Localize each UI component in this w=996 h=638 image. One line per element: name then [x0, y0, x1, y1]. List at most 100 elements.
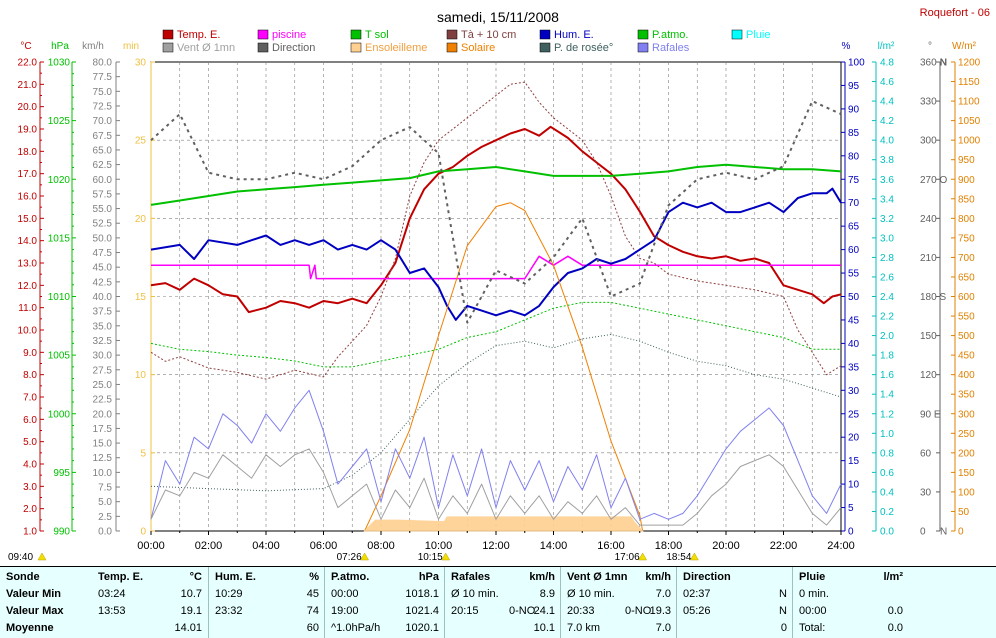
wind-tick-label: 32.5 — [93, 336, 113, 347]
x-tick-label: 16:00 — [597, 540, 625, 552]
stats-time: 02:37 — [683, 588, 711, 600]
rain-tick-label: 3.6 — [880, 175, 894, 186]
rain-tick-label: 3.8 — [880, 155, 894, 166]
temp-tick-label: 4.0 — [23, 460, 37, 471]
series-line-4 — [150, 187, 842, 321]
legend-label: Ensoleilleme — [365, 42, 427, 54]
x-tick-label: 04:00 — [252, 540, 280, 552]
stats-time: 20:33 — [567, 605, 595, 617]
stats-time: 05:26 — [683, 605, 711, 617]
legend-swatch — [162, 29, 174, 40]
solar-tick-label: 200 — [958, 448, 975, 459]
wind-tick-label: 47.5 — [93, 248, 113, 259]
temp-tick-label: 12.0 — [18, 281, 38, 292]
temp-tick-label: 3.0 — [23, 482, 37, 493]
column-header: Direction — [683, 570, 787, 585]
stats-row: 60 — [215, 621, 319, 636]
stats-column: P.atmo. hPa 00:00 1018.1 19:00 1021.4 ^1.0hPa/… — [324, 567, 445, 638]
wind-tick-label: 45.0 — [93, 263, 113, 274]
solar-tick-label: 300 — [958, 409, 975, 420]
wind-tick-label: 72.5 — [93, 101, 113, 112]
hum-tick-label: 85 — [848, 128, 860, 139]
wind-tick-label: 15.0 — [93, 439, 113, 450]
dir-tick-label: 150 — [920, 331, 937, 342]
solar-tick-label: 550 — [958, 312, 975, 323]
stats-column: Temp. E. °C 03:24 10.7 13:53 19.1 14.01 — [92, 567, 208, 638]
x-tick-label: 00:00 — [137, 540, 165, 552]
stats-row: ^1.0hPa/h 1020.1 — [331, 621, 439, 636]
rain-tick-label: 2.6 — [880, 272, 894, 283]
stats-row: Total: 0.0 — [799, 621, 903, 636]
stats-value: 1018.1 — [405, 588, 439, 600]
rain-tick-label: 1.6 — [880, 370, 894, 381]
solar-tick-label: 400 — [958, 370, 975, 381]
solar-tick-label: 150 — [958, 468, 975, 479]
rain-tick-label: 1.8 — [880, 351, 894, 362]
minutes-tick-label: 10 — [135, 370, 147, 381]
row-label: Valeur Min — [6, 587, 86, 602]
row-label-text: Moyenne — [6, 622, 54, 634]
rain-tick-label: 3.0 — [880, 233, 894, 244]
rain-tick-label: 4.2 — [880, 116, 894, 127]
column-unit: km/h — [645, 571, 671, 583]
stats-value: 19.1 — [180, 605, 202, 617]
temp-tick-label: 9.0 — [23, 348, 37, 359]
legend-label: P. de rosée° — [554, 42, 613, 54]
wind-tick-label: 22.5 — [93, 395, 113, 406]
legend-swatch — [257, 42, 269, 53]
row-labels-column: Sonde Valeur Min Valeur Max Moyenne — [0, 567, 92, 638]
temp-tick-label: 18.0 — [18, 147, 38, 158]
time-marker-label: 17:06 — [615, 552, 640, 563]
stats-value: 0.0 — [887, 605, 903, 617]
legend-swatch — [350, 29, 362, 40]
legend-swatch — [446, 42, 458, 53]
rain-tick-label: 0.8 — [880, 448, 894, 459]
stats-column: Rafales km/h Ø 10 min. 8.9 20:15 0-NO 24.1 10.1 — [444, 567, 561, 638]
stats-value: N — [779, 605, 787, 617]
wind-tick-label: 40.0 — [93, 292, 113, 303]
minutes-tick-label: 30 — [135, 58, 147, 69]
wind-tick-label: 7.5 — [98, 483, 112, 494]
dir-tick-label: 90 E — [920, 409, 941, 420]
wind-tick-label: 20.0 — [93, 409, 113, 420]
hum-tick-label: 5 — [848, 503, 854, 514]
time-marker — [37, 552, 47, 561]
stats-row: 10.1 — [451, 621, 555, 636]
wind-tick-label: 17.5 — [93, 424, 113, 435]
solar-tick-label: 700 — [958, 253, 975, 264]
hum-tick-label: 10 — [848, 480, 860, 491]
legend-swatch — [162, 42, 174, 53]
rain-unit-label: l/m² — [878, 41, 895, 52]
legend-label: Temp. E. — [177, 29, 220, 41]
column-header: Rafales km/h — [451, 570, 555, 585]
stats-time: 00:00 — [799, 605, 827, 617]
hum-tick-label: 65 — [848, 222, 860, 233]
rain-tick-label: 1.0 — [880, 429, 894, 440]
x-tick-label: 02:00 — [195, 540, 223, 552]
legend-label: Tà + 10 cm — [461, 29, 516, 41]
wind-unit-label: km/h — [82, 41, 104, 52]
dir-tick-suffix: N — [940, 58, 947, 69]
time-marker-label: 07:26 — [337, 552, 362, 563]
stats-column: Hum. E.% 10:29 45 23:32 74 60 — [208, 567, 325, 638]
rain-tick-label: 0.0 — [880, 527, 894, 538]
hum-tick-label: 20 — [848, 433, 860, 444]
legend-swatch — [539, 42, 551, 53]
series-line-0 — [150, 125, 842, 314]
solar-tick-label: 850 — [958, 194, 975, 205]
stats-row: 03:24 10.7 — [98, 587, 202, 602]
stats-value: 60 — [306, 622, 319, 634]
stats-row: Ø 10 min. 7.0 — [567, 587, 671, 602]
legend-swatch — [539, 29, 551, 40]
time-marker-label: 18:54 — [666, 552, 691, 563]
temp-tick-label: 7.0 — [23, 393, 37, 404]
x-tick-label: 08:00 — [367, 540, 395, 552]
hum-tick-label: 75 — [848, 175, 860, 186]
time-marker — [360, 552, 370, 561]
wind-tick-label: 70.0 — [93, 116, 113, 127]
wind-tick-label: 35.0 — [93, 321, 113, 332]
rain-tick-label: 1.2 — [880, 409, 894, 420]
hum-tick-label: 40 — [848, 339, 860, 350]
temp-unit-label: °C — [20, 41, 31, 52]
press-tick-label: 1030 — [48, 58, 71, 69]
